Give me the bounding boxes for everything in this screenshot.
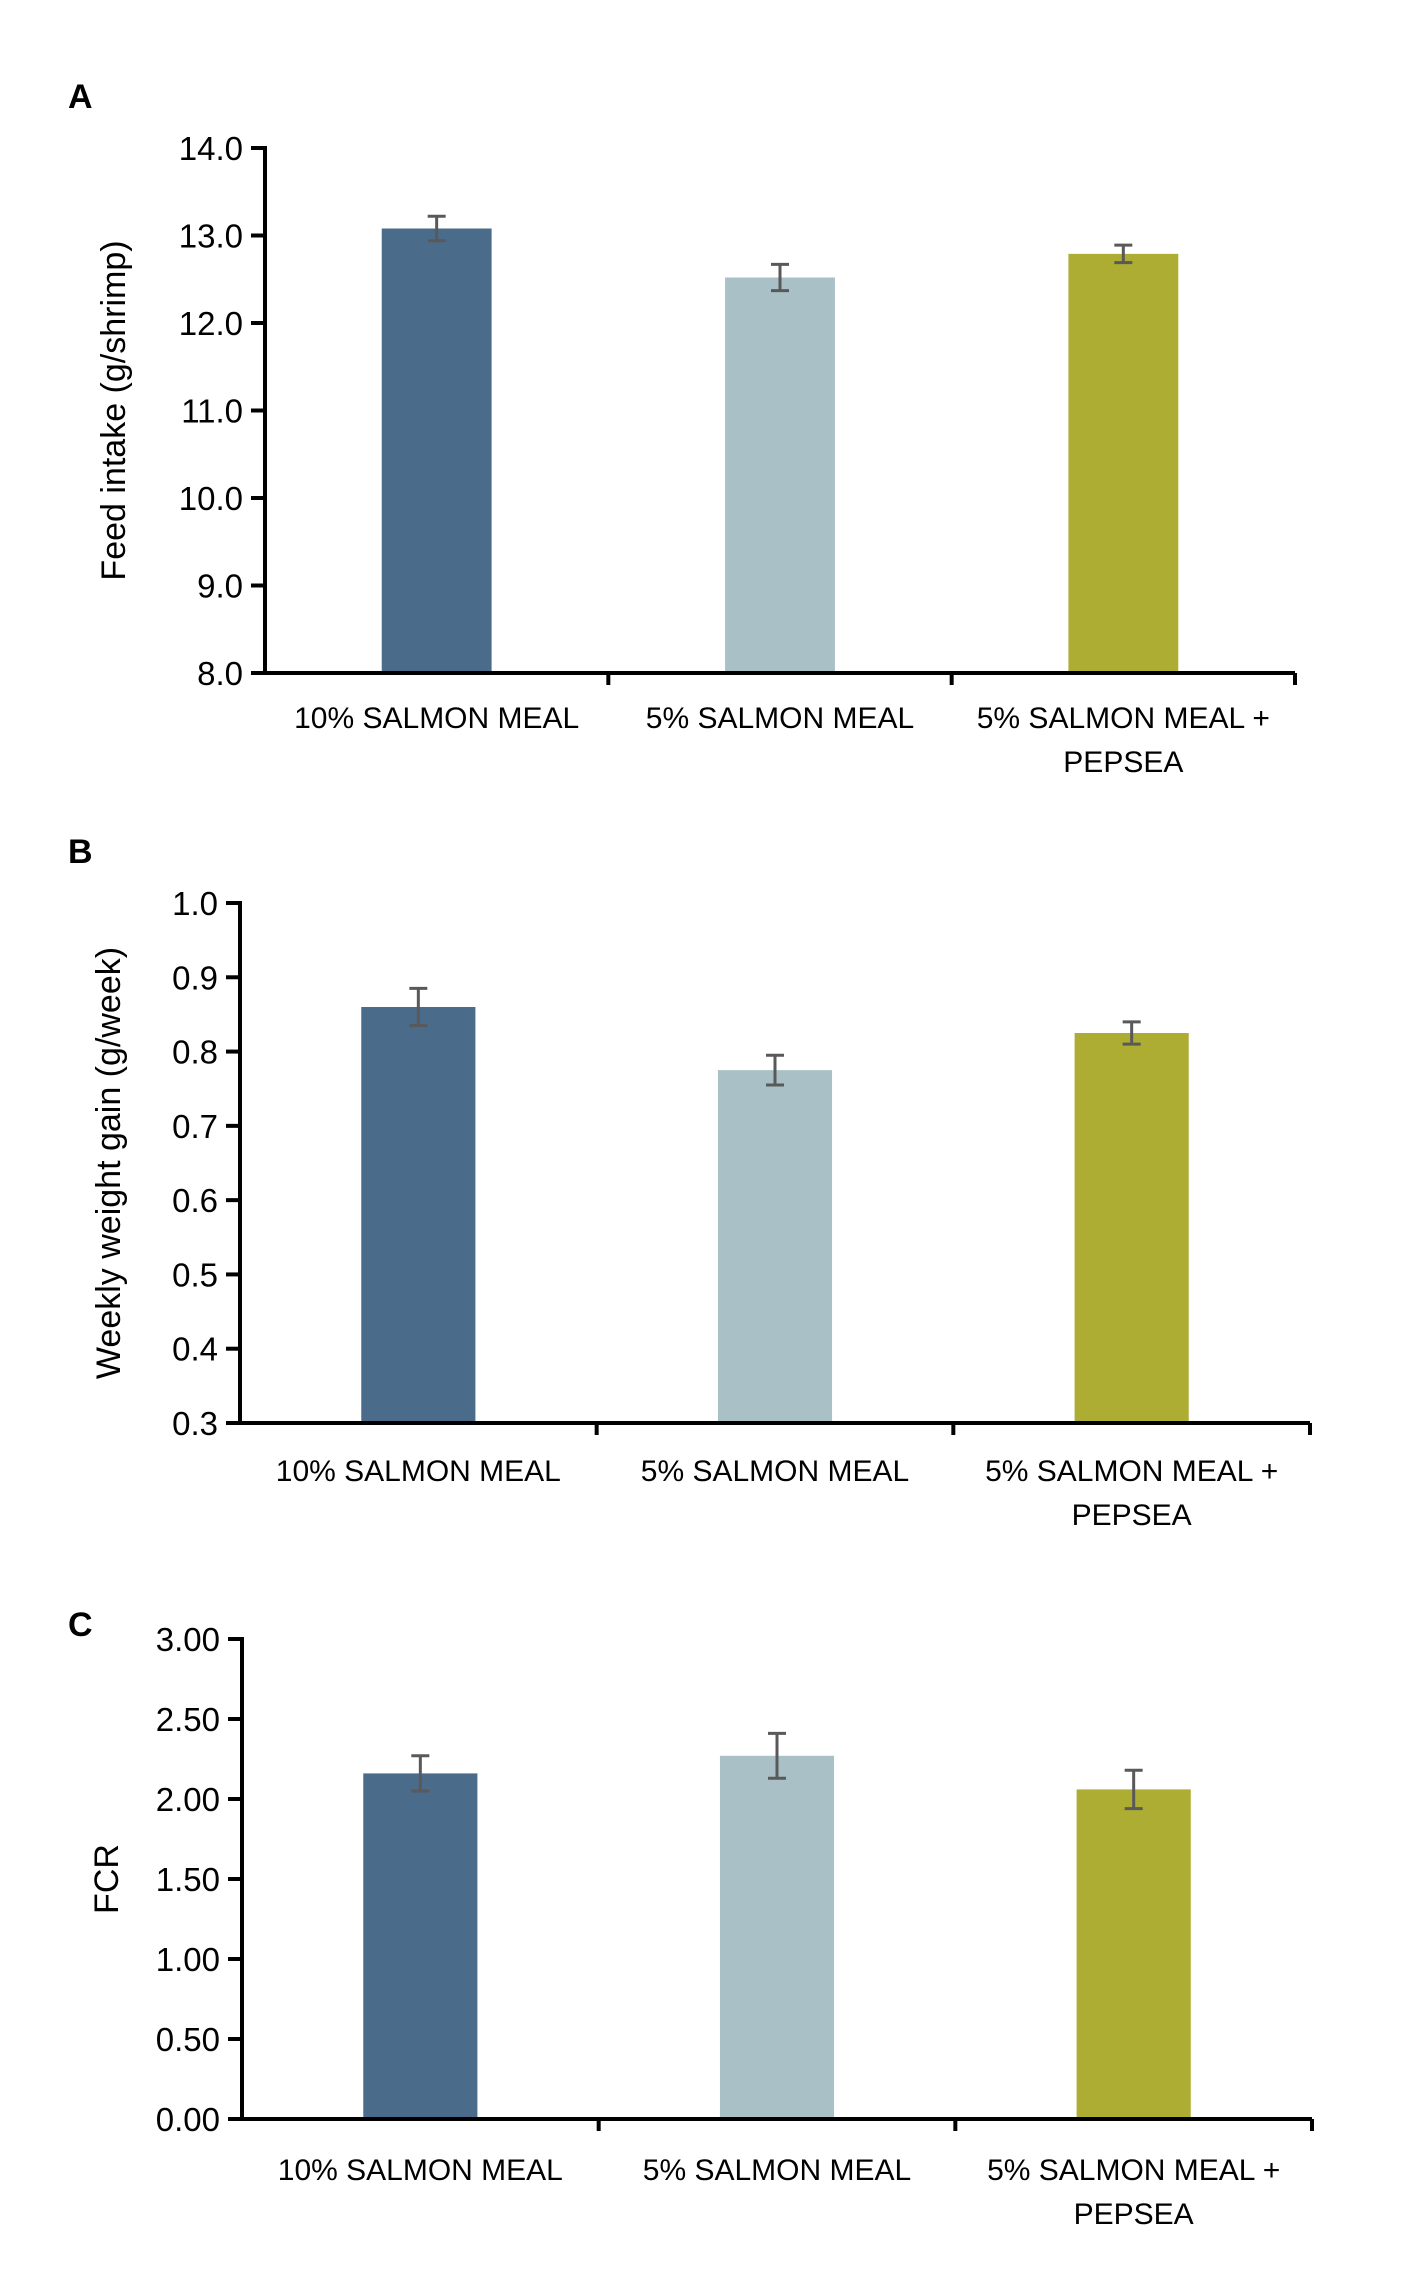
x-tick-label-line: 5% SALMON MEAL	[641, 1455, 909, 1488]
bar	[1068, 253, 1179, 673]
y-tick-label: 0.50	[156, 2021, 220, 2058]
x-tick-label-line: 5% SALMON MEAL +	[985, 1455, 1278, 1488]
x-tick-label-line: 10% SALMON MEAL	[278, 2154, 563, 2187]
x-tick-label: 5% SALMON MEAL	[646, 702, 914, 735]
y-tick-label: 1.00	[156, 1941, 220, 1978]
y-tick-label: 0.4	[172, 1331, 218, 1368]
y-tick-label: 11.0	[181, 393, 243, 430]
y-tick-label: 3.00	[156, 1621, 220, 1658]
x-tick-label: 5% SALMON MEAL + PEPSEA	[985, 1455, 1278, 1532]
bar	[725, 277, 835, 673]
y-axis-title: Weekly weight gain (g/week)	[90, 947, 128, 1379]
y-tick-label: 0.8	[172, 1034, 218, 1071]
y-tick-label: 9.0	[197, 568, 243, 605]
y-tick-label: 12.0	[179, 305, 243, 342]
x-tick-label-line: 5% SALMON MEAL	[646, 702, 914, 735]
x-tick-label-line: 5% SALMON MEAL	[643, 2154, 911, 2187]
x-tick-label-line: 10% SALMON MEAL	[276, 1455, 561, 1488]
x-tick-label-line: 10% SALMON MEAL	[294, 702, 579, 735]
bar	[361, 1007, 476, 1423]
bar	[717, 1070, 833, 1423]
y-tick-label: 0.3	[172, 1405, 218, 1442]
x-tick-label: 10% SALMON MEAL	[294, 702, 579, 735]
x-tick-label: 5% SALMON MEAL + PEPSEA	[987, 2154, 1280, 2231]
x-tick-label: 5% SALMON MEAL	[641, 1455, 909, 1488]
y-tick-label: 0.6	[172, 1182, 218, 1219]
x-tick-label: 5% SALMON MEAL	[643, 2154, 911, 2187]
y-tick-label: 14.0	[179, 130, 243, 167]
bar	[363, 1773, 478, 2119]
y-tick-label: 0.00	[156, 2101, 220, 2138]
chart-panel-a: A Feed intake (g/shrimp) 10% SALMON MEAL 5%…	[68, 78, 1297, 779]
y-tick-label: 1.50	[156, 1861, 220, 1898]
y-tick-label: 13.0	[179, 218, 243, 255]
x-tick-label-line: 5% SALMON MEAL +	[987, 2154, 1280, 2187]
x-tick-label: 10% SALMON MEAL	[276, 1455, 561, 1488]
bar	[1074, 1033, 1189, 1423]
y-tick-label: 0.5	[172, 1256, 218, 1293]
panel-letter: C	[68, 1606, 93, 1644]
y-tick-label: 2.50	[156, 1701, 220, 1738]
y-tick-label: 0.9	[172, 959, 218, 996]
x-tick-label: 10% SALMON MEAL	[278, 2154, 563, 2187]
y-axis-title: FCR	[88, 1844, 126, 1914]
panel-letter: B	[68, 833, 93, 871]
y-tick-label: 2.00	[156, 1781, 220, 1818]
bar	[719, 1755, 835, 2119]
x-tick-label: 5% SALMON MEAL + PEPSEA	[977, 702, 1270, 779]
y-tick-label: 1.0	[172, 885, 218, 922]
bar	[381, 228, 492, 673]
x-tick-label-line: PEPSEA	[1072, 1499, 1192, 1532]
x-tick-label-line: PEPSEA	[1074, 2198, 1194, 2231]
panel-letter: A	[68, 78, 93, 116]
y-tick-label: 0.7	[172, 1108, 218, 1145]
chart-panel-b: B Weekly weight gain (g/week) 10% SALMON M…	[68, 833, 1312, 1532]
y-axis-title: Feed intake (g/shrimp)	[95, 240, 133, 580]
x-tick-label-line: PEPSEA	[1063, 746, 1183, 779]
bar	[1076, 1789, 1191, 2119]
chart-panel-c: C FCR 10% SALMON MEAL 5% SALMON MEAL 5% SALM…	[68, 1606, 1314, 2231]
y-tick-label: 10.0	[179, 480, 243, 517]
y-tick-label: 8.0	[197, 655, 243, 692]
x-tick-label-line: 5% SALMON MEAL +	[977, 702, 1270, 735]
